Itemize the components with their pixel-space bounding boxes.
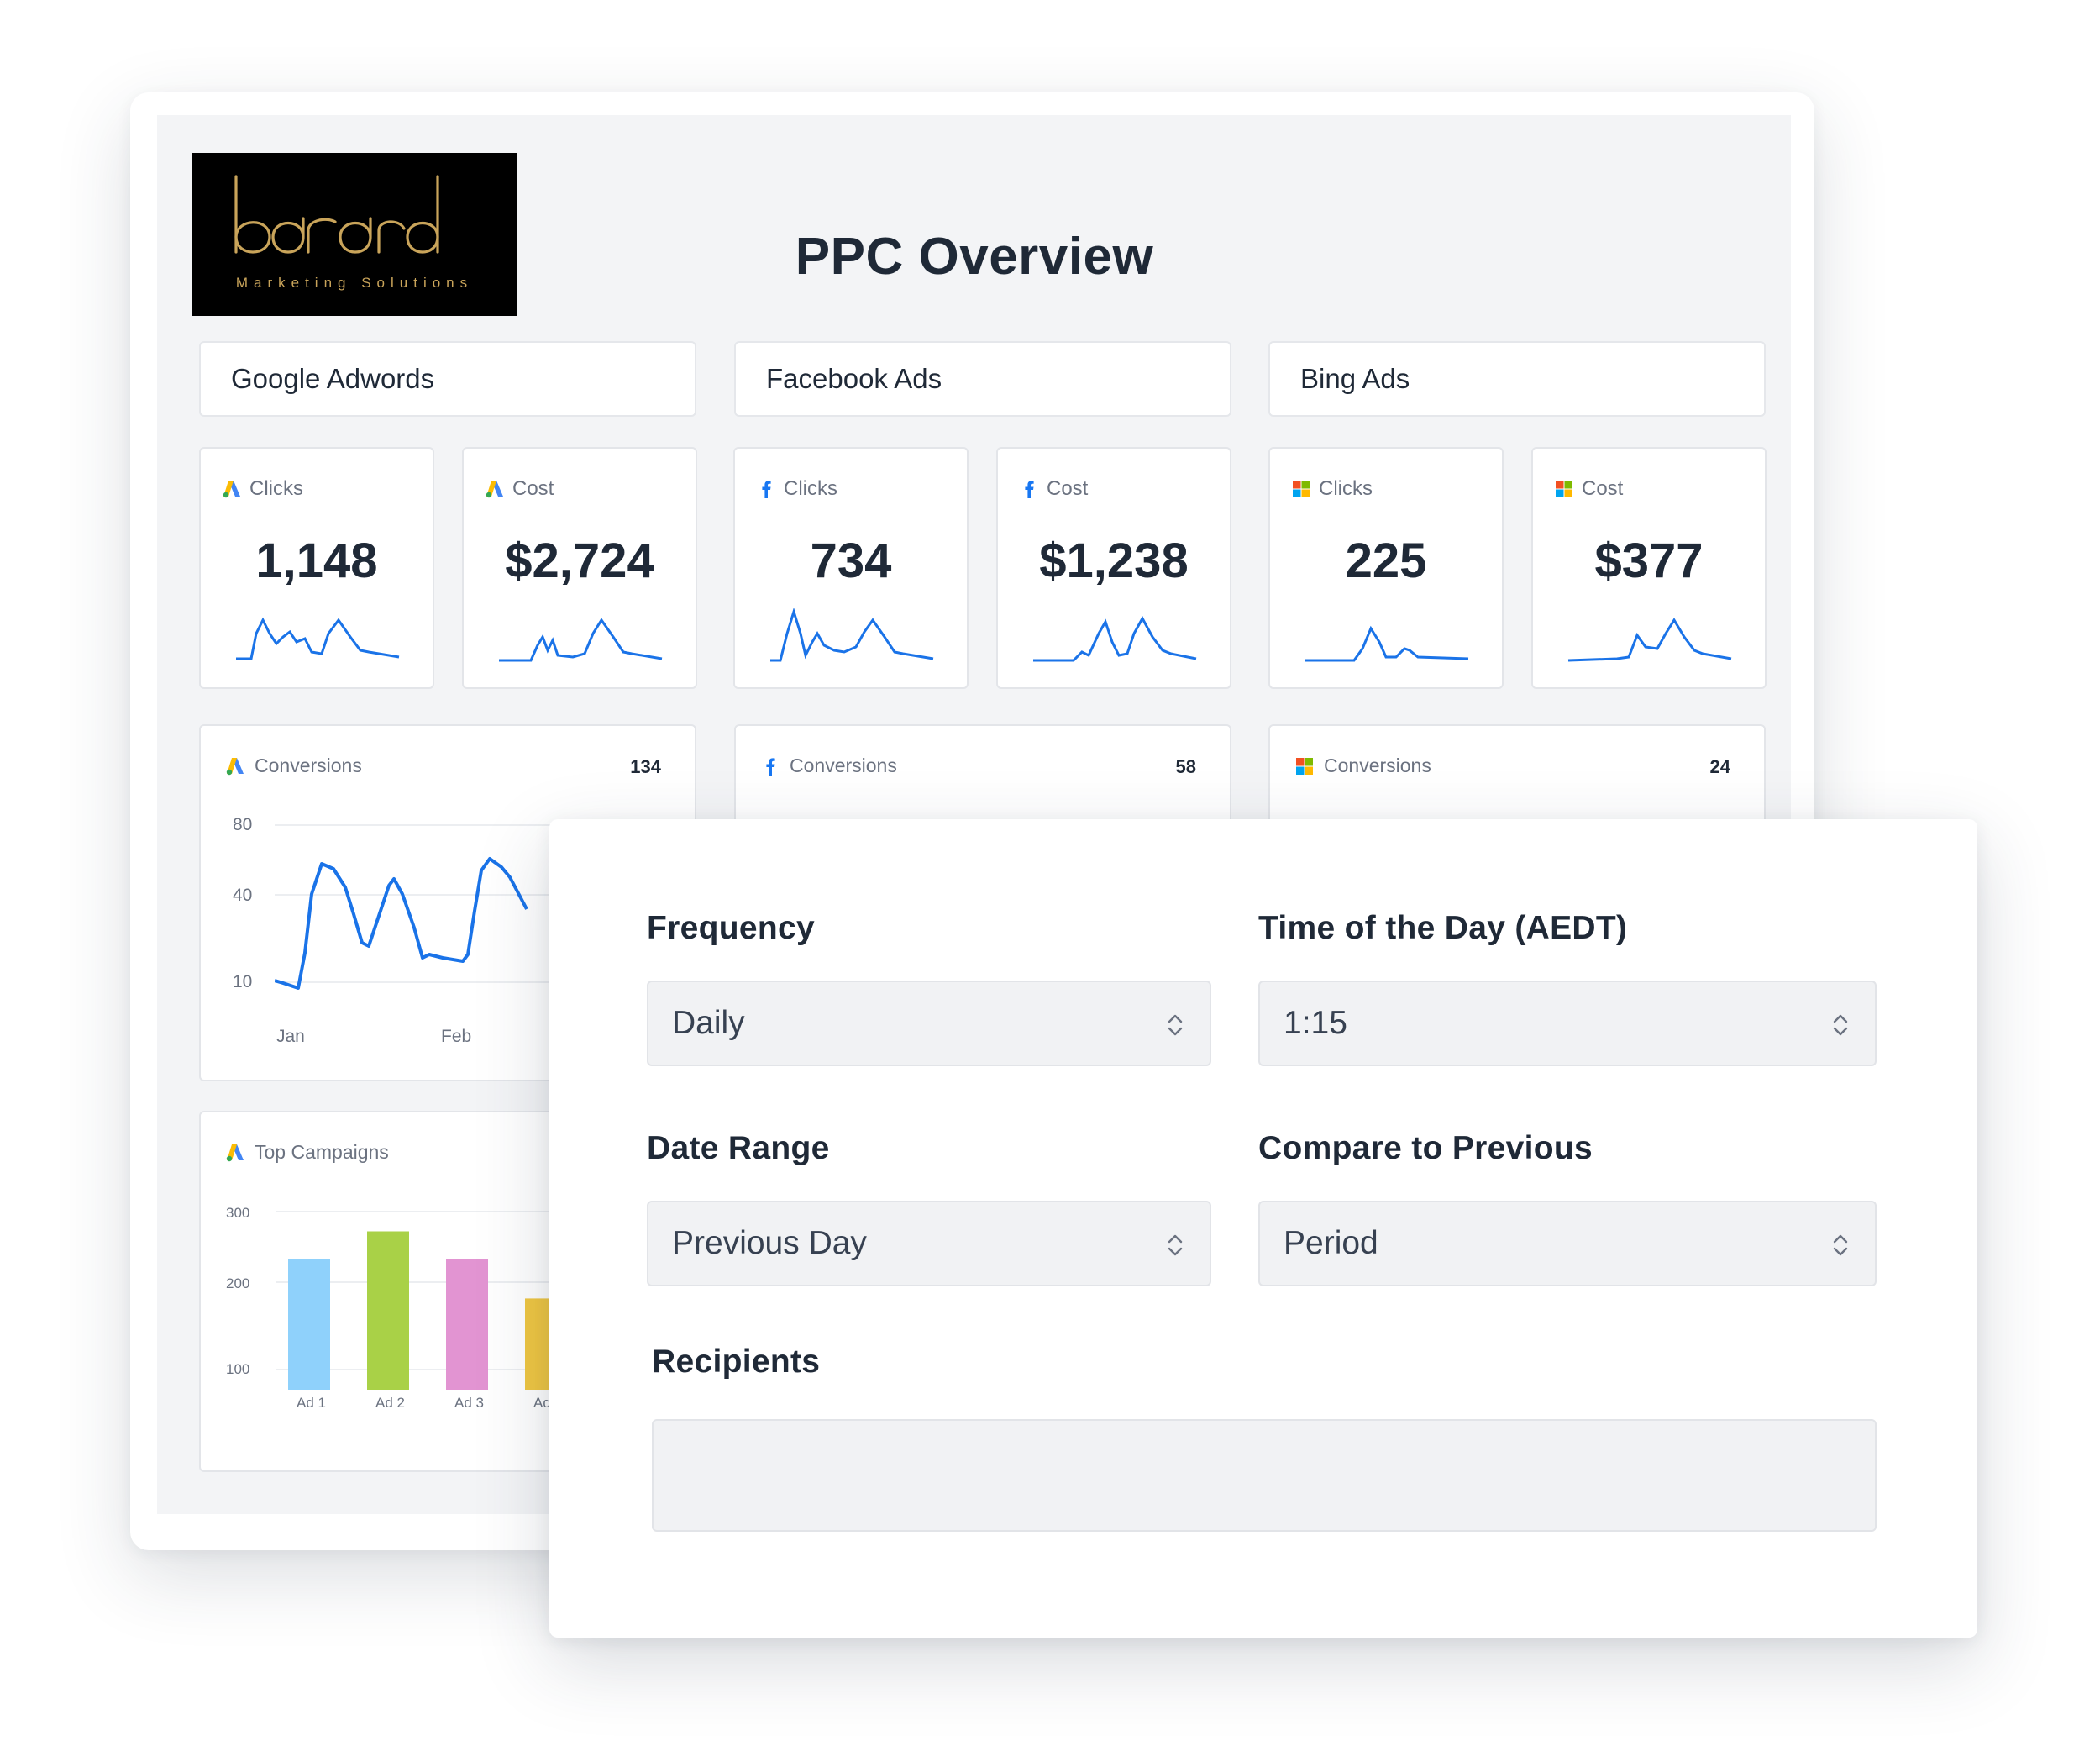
stat-label: Cost bbox=[1047, 477, 1089, 500]
sparkline bbox=[236, 617, 400, 660]
facebook-icon bbox=[1018, 478, 1040, 500]
compare-select[interactable]: Period bbox=[1258, 1201, 1877, 1286]
sparkline bbox=[770, 608, 934, 662]
stat-label: Clicks bbox=[784, 477, 837, 500]
date-range-value: Previous Day bbox=[672, 1225, 867, 1261]
sparkline bbox=[1567, 618, 1732, 662]
facebook-icon bbox=[755, 478, 777, 500]
date-range-label: Date Range bbox=[647, 1130, 830, 1166]
panel-label: Conversions bbox=[255, 755, 362, 776]
campaign-bar bbox=[446, 1259, 488, 1390]
section-facebook-ads: Facebook Ads bbox=[734, 341, 1231, 417]
conversions-count: 58 bbox=[1175, 756, 1196, 777]
stat-value: 734 bbox=[810, 534, 892, 588]
y-tick: 40 bbox=[233, 886, 253, 905]
x-tick: Ad 2 bbox=[375, 1395, 405, 1411]
google-ads-icon bbox=[224, 1142, 246, 1164]
y-tick: 10 bbox=[233, 972, 253, 991]
stat-value: 1,148 bbox=[255, 534, 378, 588]
y-tick: 200 bbox=[226, 1275, 250, 1291]
x-tick: Ad 1 bbox=[297, 1395, 326, 1411]
select-chevron-icon bbox=[1168, 1014, 1183, 1036]
stat-card-google-clicks[interactable]: Clicks 1,148 bbox=[199, 447, 434, 689]
select-chevron-icon bbox=[1833, 1014, 1848, 1036]
campaign-bar bbox=[288, 1259, 330, 1390]
select-chevron-icon bbox=[1168, 1234, 1183, 1256]
x-tick: Feb bbox=[441, 1027, 472, 1046]
stat-card-facebook-cost[interactable]: Cost $1,238 bbox=[996, 447, 1231, 689]
compare-value: Period bbox=[1284, 1225, 1378, 1261]
select-chevron-icon bbox=[1833, 1234, 1848, 1256]
microsoft-icon bbox=[1290, 478, 1312, 500]
x-tick: Ad 3 bbox=[454, 1395, 484, 1411]
stat-value: $1,238 bbox=[1039, 534, 1189, 588]
y-tick: 100 bbox=[226, 1361, 250, 1377]
recipients-input[interactable] bbox=[652, 1419, 1877, 1532]
time-of-day-select[interactable]: 1:15 bbox=[1258, 981, 1877, 1066]
date-range-select[interactable]: Previous Day bbox=[647, 1201, 1211, 1286]
section-google-adwords: Google Adwords bbox=[199, 341, 696, 417]
recipients-label: Recipients bbox=[652, 1343, 821, 1380]
sparkline bbox=[499, 618, 663, 662]
sparkline bbox=[1033, 615, 1197, 662]
stat-value: 225 bbox=[1345, 534, 1427, 588]
x-tick: Ad bbox=[533, 1395, 551, 1411]
sparkline bbox=[1305, 625, 1469, 662]
stat-card-bing-cost[interactable]: Cost $377 bbox=[1531, 447, 1767, 689]
conversions-count: 134 bbox=[630, 756, 661, 777]
frequency-label: Frequency bbox=[647, 910, 815, 946]
compare-label: Compare to Previous bbox=[1258, 1130, 1593, 1166]
stat-card-facebook-clicks[interactable]: Clicks 734 bbox=[733, 447, 969, 689]
stat-card-google-cost[interactable]: Cost $2,724 bbox=[462, 447, 697, 689]
stat-label: Clicks bbox=[1319, 477, 1373, 500]
stat-label: Cost bbox=[1582, 477, 1624, 500]
brand-logo: Marketing Solutions bbox=[192, 153, 517, 316]
google-ads-icon bbox=[484, 478, 506, 500]
google-ads-icon bbox=[221, 478, 243, 500]
barad-wordmark bbox=[234, 175, 439, 254]
microsoft-icon bbox=[1553, 478, 1575, 500]
microsoft-icon bbox=[1294, 755, 1315, 777]
frequency-select[interactable]: Daily bbox=[647, 981, 1211, 1066]
y-tick: 300 bbox=[226, 1205, 250, 1221]
panel-label: Conversions bbox=[1324, 755, 1431, 776]
stat-label: Clicks bbox=[249, 477, 303, 500]
brand-tagline: Marketing Solutions bbox=[235, 275, 474, 291]
time-of-day-value: 1:15 bbox=[1284, 1005, 1347, 1041]
time-of-day-label: Time of the Day (AEDT) bbox=[1258, 910, 1628, 946]
stat-card-bing-clicks[interactable]: Clicks 225 bbox=[1268, 447, 1504, 689]
page-title: PPC Overview bbox=[795, 228, 1154, 286]
campaign-bar bbox=[367, 1231, 409, 1390]
stat-value: $2,724 bbox=[505, 534, 654, 588]
panel-label: Top Campaigns bbox=[255, 1141, 389, 1163]
stat-label: Cost bbox=[512, 477, 554, 500]
google-ads-icon bbox=[224, 755, 246, 777]
x-tick: Jan bbox=[276, 1027, 305, 1046]
stat-value: $377 bbox=[1594, 534, 1704, 588]
panel-label: Conversions bbox=[790, 755, 897, 776]
report-schedule-card: Frequency Daily Time of the Day (AEDT) 1… bbox=[549, 819, 1977, 1638]
section-bing-ads: Bing Ads bbox=[1268, 341, 1766, 417]
y-tick: 80 bbox=[233, 815, 253, 834]
conversions-count: 24 bbox=[1709, 756, 1730, 777]
facebook-icon bbox=[759, 755, 781, 777]
frequency-value: Daily bbox=[672, 1005, 745, 1041]
